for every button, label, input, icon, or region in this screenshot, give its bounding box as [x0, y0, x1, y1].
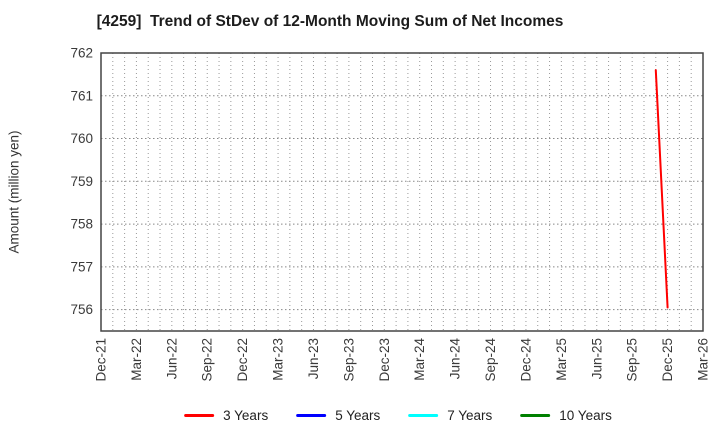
x-tick-label: Jun-22	[164, 338, 179, 379]
chart-title: [4259] Trend of StDev of 12-Month Moving…	[96, 13, 564, 30]
y-tick-label: 757	[70, 259, 93, 274]
y-tick-label: 762	[70, 46, 93, 61]
y-tick-label: 758	[70, 217, 93, 232]
x-tick-label: Sep-25	[625, 338, 640, 382]
legend-item-10-years: 10 Years	[520, 408, 612, 423]
legend-line-swatch	[296, 414, 327, 417]
legend-line-swatch	[520, 414, 551, 417]
x-tick-label: Dec-21	[94, 338, 109, 382]
legend-line-swatch	[408, 414, 439, 417]
x-tick-label: Jun-24	[448, 338, 463, 380]
y-tick-label: 761	[70, 88, 93, 103]
plot-border	[100, 52, 704, 332]
y-tick-label: 759	[70, 174, 93, 189]
x-tick-label: Sep-24	[483, 338, 498, 382]
legend-label: 10 Years	[559, 408, 612, 423]
legend-label: 5 Years	[335, 408, 381, 423]
x-tick-label: Mar-26	[696, 338, 711, 381]
x-tick-label: Dec-24	[518, 338, 533, 382]
legend: 3 Years 5 Years 7 Years 10 Years	[184, 408, 612, 423]
legend-label: 3 Years	[223, 408, 269, 423]
x-tick-label: Sep-22	[200, 338, 215, 382]
legend-line-swatch	[184, 414, 215, 417]
x-tick-label: Mar-22	[129, 338, 144, 381]
x-tick-label: Mar-25	[554, 338, 569, 381]
x-tick-label: Jun-23	[306, 338, 321, 379]
legend-item-7-years: 7 Years	[408, 408, 492, 423]
x-tick-label: Sep-23	[341, 338, 356, 382]
x-tick-label: Dec-23	[377, 338, 392, 382]
legend-item-3-years: 3 Years	[184, 408, 268, 423]
x-tick-label: Dec-25	[660, 338, 675, 382]
legend-item-5-years: 5 Years	[296, 408, 380, 423]
x-tick-label: Mar-24	[412, 338, 427, 381]
series-line-3-years	[654, 69, 669, 309]
x-tick-label: Dec-22	[235, 338, 250, 382]
y-tick-label: 760	[70, 131, 93, 146]
y-tick-label: 756	[70, 302, 93, 317]
x-tick-label: Jun-25	[589, 338, 604, 379]
x-tick-label: Mar-23	[271, 338, 286, 381]
legend-label: 7 Years	[447, 408, 493, 423]
